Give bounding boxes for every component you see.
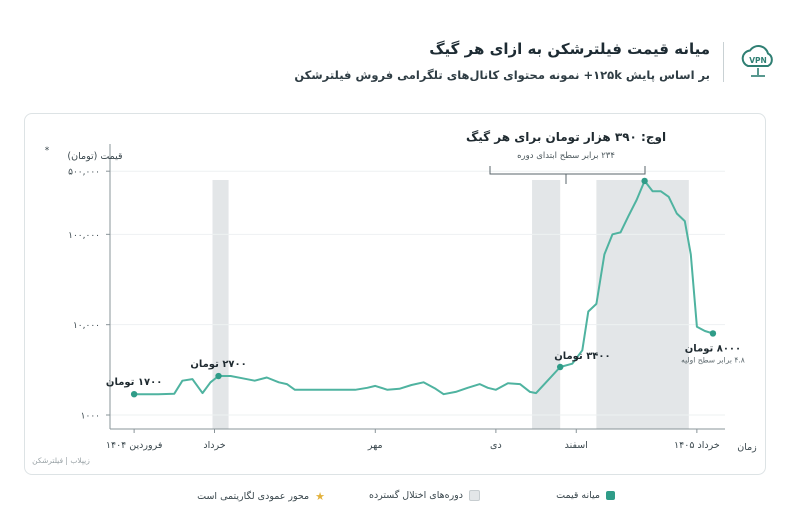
logo-text: VPN: [749, 56, 767, 65]
data-point: [556, 363, 564, 371]
legend-item-series: میانه قیمت: [556, 490, 615, 501]
peak-annotation: اوج: ۳۹۰ هزار تومان برای هر گیگ ۲۳۴ براب…: [466, 130, 666, 184]
x-tick-label: دی: [490, 440, 502, 451]
data-point: [215, 372, 222, 380]
star-icon: ★: [315, 490, 325, 503]
x-ticks: فروردین ۱۴۰۴ خرداد مهر دی اسفند خرداد ۱۴۰۵: [106, 429, 720, 451]
y-tick-label: ۱۰۰,۰۰۰: [68, 231, 100, 241]
chart-header: VPN میانه قیمت فیلترشکن به ازای هر گیگ ب…: [20, 36, 780, 96]
disruption-band: [212, 180, 229, 429]
disruption-band: [532, 180, 561, 429]
header-divider: [723, 42, 724, 82]
cloud-vpn-icon: VPN: [736, 38, 780, 82]
legend-label-note: محور عمودی لگاریتمی است: [197, 491, 310, 502]
y-tick-label: ۱۰,۰۰۰: [73, 321, 100, 331]
x-axis-label: زمان: [737, 442, 757, 453]
legend-item-note: ★ محور عمودی لگاریتمی است: [197, 490, 325, 503]
chart-title: میانه قیمت فیلترشکن به ازای هر گیگ: [429, 40, 710, 58]
line-chart: قیمت (تومان) * زمان ۱۰۰۰ ۱۰,۰۰۰ ۱۰۰,۰۰۰ ۵۰۰…: [32, 130, 757, 465]
disruption-bands: [212, 180, 689, 429]
y-axis-label-mark: *: [45, 146, 50, 156]
data-point-label: ۲۷۰۰ تومان: [190, 359, 246, 370]
legend-item-band: دوره‌های اختلال گسترده: [369, 490, 480, 501]
peak-bracket: [489, 166, 646, 175]
x-tick-label: فروردین ۱۴۰۴: [106, 440, 163, 451]
legend-label-band: دوره‌های اختلال گسترده: [368, 490, 463, 501]
data-point: [130, 390, 138, 398]
x-tick-label: خرداد ۱۴۰۵: [674, 440, 720, 451]
y-ticks: ۱۰۰۰ ۱۰,۰۰۰ ۱۰۰,۰۰۰ ۵۰۰,۰۰۰: [68, 168, 110, 422]
axes: قیمت (تومان) * زمان: [45, 144, 757, 453]
highlighted-points: ۱۷۰۰ تومان ۲۷۰۰ تومان ۳۴۰۰ تومان ۸۰۰۰ تومان…: [106, 177, 745, 398]
chart-card: قیمت (تومان) * زمان ۱۰۰۰ ۱۰,۰۰۰ ۱۰۰,۰۰۰ ۵۰۰…: [24, 113, 766, 475]
disruption-band: [596, 180, 689, 429]
legend-swatch-series: [606, 491, 615, 500]
y-axis-label: قیمت (تومان): [67, 151, 122, 162]
data-point-label: ۸۰۰۰ تومان: [685, 343, 741, 354]
x-tick-label: خرداد: [203, 440, 225, 451]
source-credit: زیپلاب | فیلترشکن: [32, 456, 90, 465]
data-point-label: ۱۷۰۰ تومان: [106, 377, 162, 388]
legend-swatch-band: [469, 490, 480, 501]
peak-title: اوج: ۳۹۰ هزار تومان برای هر گیگ: [466, 130, 666, 145]
chart-subtitle: بر اساس پایش ۱۲۵k+ نمونه محتوای کانال‌ها…: [294, 68, 710, 82]
legend-label-series: میانه قیمت: [556, 490, 600, 501]
chart-legend: میانه قیمت دوره‌های اختلال گسترده ★ محور…: [0, 488, 800, 512]
y-gridlines: [110, 170, 725, 416]
x-tick-label: اسفند: [565, 440, 588, 451]
data-point: [641, 177, 648, 185]
peak-subtitle: ۲۳۴ برابر سطح ابتدای دوره: [517, 151, 615, 161]
y-tick-label: ۵۰۰,۰۰۰: [68, 168, 100, 178]
data-point: [709, 330, 717, 337]
x-tick-label: مهر: [367, 440, 383, 451]
data-point-sublabel: ۴.۸ برابر سطح اولیه: [681, 355, 745, 364]
data-point-label: ۳۴۰۰ تومان: [554, 351, 610, 362]
y-tick-label: ۱۰۰۰: [81, 412, 100, 422]
